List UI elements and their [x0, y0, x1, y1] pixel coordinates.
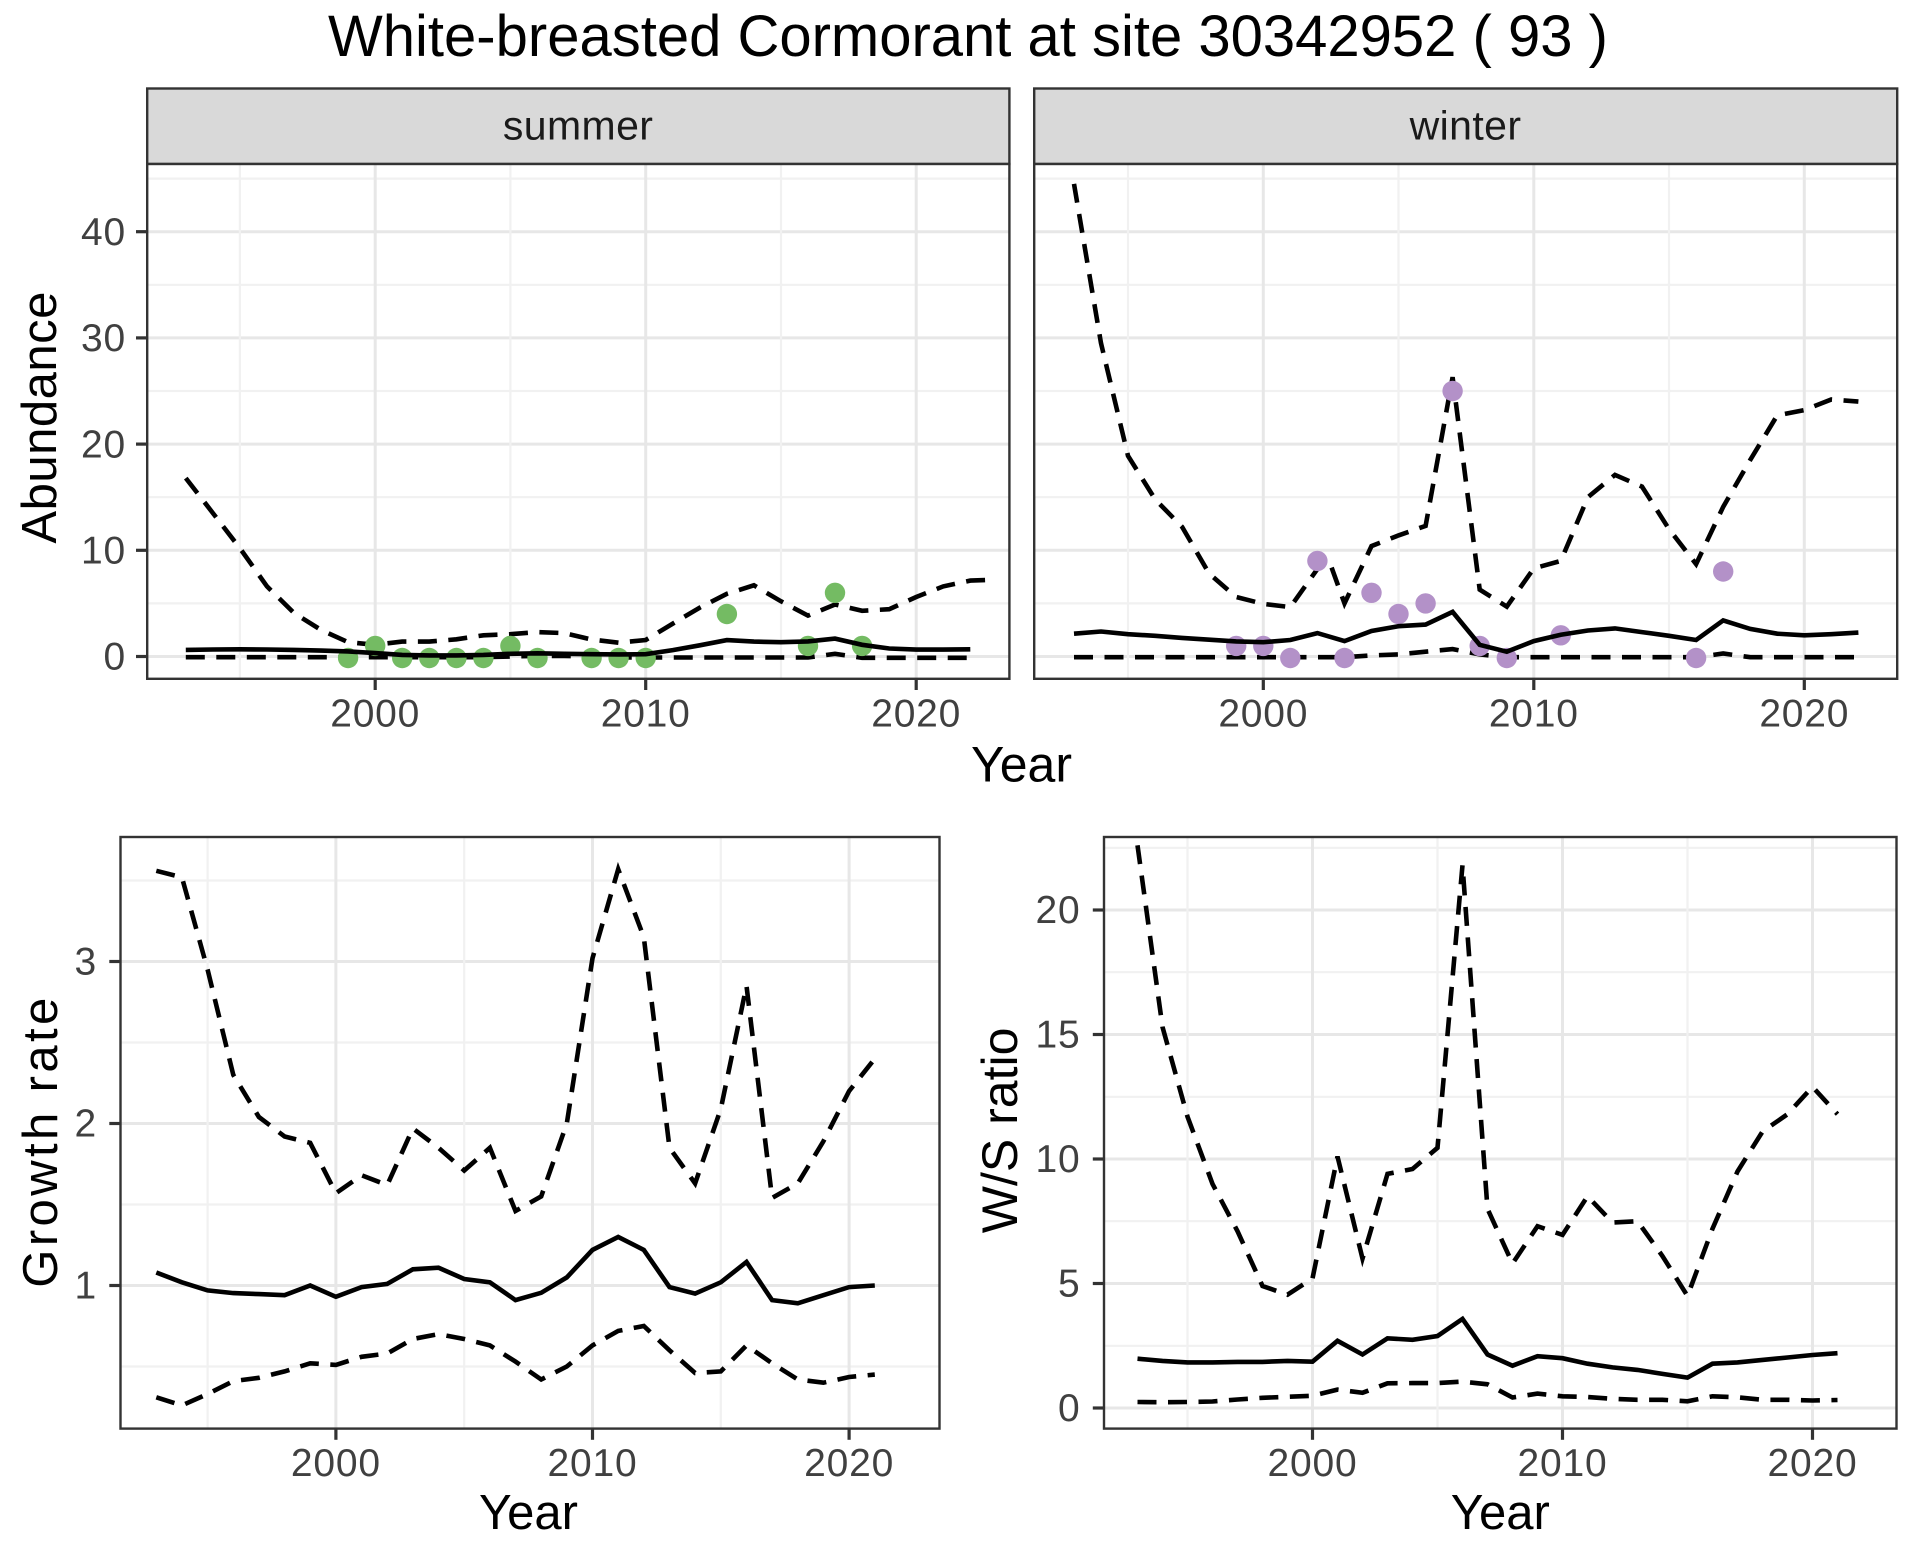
svg-text:0: 0	[104, 636, 127, 679]
svg-text:2000: 2000	[1268, 1442, 1358, 1485]
svg-text:winter: winter	[1409, 103, 1522, 149]
svg-text:Abundance: Abundance	[13, 291, 67, 543]
svg-text:2000: 2000	[291, 1442, 381, 1485]
svg-text:2020: 2020	[804, 1442, 894, 1485]
svg-text:summer: summer	[503, 103, 653, 149]
svg-text:1: 1	[75, 1265, 98, 1308]
svg-text:0: 0	[1058, 1387, 1081, 1430]
svg-text:Growth rate: Growth rate	[14, 994, 68, 1287]
svg-text:10: 10	[1036, 1138, 1081, 1181]
svg-text:2020: 2020	[871, 693, 961, 736]
svg-text:30: 30	[81, 317, 126, 360]
svg-text:2000: 2000	[330, 693, 420, 736]
svg-text:2010: 2010	[548, 1442, 638, 1485]
svg-text:2000: 2000	[1218, 693, 1308, 736]
svg-text:Year: Year	[1451, 1486, 1550, 1540]
svg-text:2: 2	[75, 1103, 98, 1146]
svg-text:20: 20	[1036, 889, 1081, 932]
svg-text:W/S ratio: W/S ratio	[972, 1028, 1028, 1234]
svg-text:White-breasted Cormorant at si: White-breasted Cormorant at site 3034295…	[328, 4, 1608, 69]
svg-text:3: 3	[75, 941, 98, 984]
svg-text:2010: 2010	[601, 693, 691, 736]
svg-text:Year: Year	[971, 736, 1072, 792]
svg-text:10: 10	[81, 530, 126, 573]
svg-text:2020: 2020	[1759, 693, 1849, 736]
svg-text:2010: 2010	[1489, 693, 1579, 736]
svg-text:5: 5	[1058, 1263, 1081, 1306]
svg-text:15: 15	[1036, 1014, 1081, 1057]
svg-text:20: 20	[81, 423, 126, 466]
svg-text:2020: 2020	[1768, 1442, 1858, 1485]
svg-text:40: 40	[81, 211, 126, 254]
svg-text:2010: 2010	[1518, 1442, 1608, 1485]
svg-text:Year: Year	[479, 1486, 578, 1540]
